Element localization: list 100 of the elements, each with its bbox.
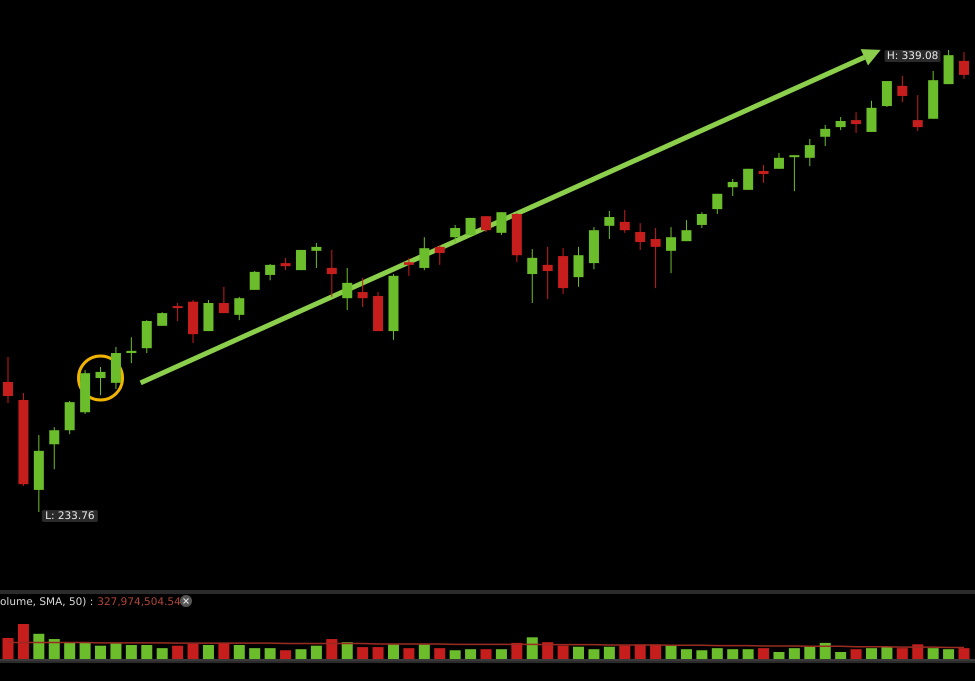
candlestick bbox=[450, 224, 460, 244]
bar bbox=[573, 646, 584, 659]
candlestick bbox=[897, 75, 908, 103]
bar bbox=[788, 648, 800, 659]
bar bbox=[773, 652, 784, 659]
bar bbox=[742, 649, 754, 659]
bar bbox=[249, 648, 260, 659]
candlestick bbox=[666, 226, 676, 274]
candlestick bbox=[234, 296, 244, 321]
candlestick bbox=[574, 246, 584, 288]
candlestick bbox=[466, 217, 476, 236]
bar bbox=[434, 648, 446, 659]
bar bbox=[465, 649, 476, 659]
candlestick bbox=[311, 242, 322, 268]
bar bbox=[234, 645, 245, 659]
bar bbox=[141, 645, 152, 659]
bar bbox=[2, 638, 14, 659]
candlestick bbox=[620, 210, 630, 234]
candlestick bbox=[527, 248, 538, 304]
bar bbox=[172, 646, 184, 659]
candlestick bbox=[728, 178, 738, 196]
candlestick bbox=[712, 193, 722, 214]
bar bbox=[943, 649, 954, 659]
bar bbox=[357, 647, 368, 659]
bar bbox=[80, 642, 91, 659]
bar bbox=[202, 645, 214, 659]
candlestick bbox=[851, 112, 862, 134]
bar bbox=[450, 650, 461, 659]
bar bbox=[650, 644, 662, 659]
bar bbox=[33, 634, 44, 659]
candlestick bbox=[342, 267, 352, 311]
bar bbox=[619, 646, 630, 659]
candlestick bbox=[604, 210, 614, 240]
bar bbox=[696, 650, 708, 659]
candlestick bbox=[49, 426, 60, 470]
bar bbox=[727, 649, 738, 659]
bar bbox=[310, 646, 322, 659]
candlestick bbox=[789, 154, 800, 192]
bar bbox=[526, 637, 538, 659]
bar bbox=[896, 648, 908, 659]
bar bbox=[680, 649, 692, 659]
text: olume, SMA, 50) : bbox=[0, 596, 94, 608]
bar bbox=[48, 639, 60, 659]
bar bbox=[958, 648, 970, 659]
bar bbox=[188, 644, 199, 659]
bar bbox=[480, 649, 492, 659]
bar bbox=[326, 639, 338, 659]
bar bbox=[64, 642, 76, 659]
candlestick bbox=[774, 152, 784, 170]
bar bbox=[588, 649, 600, 659]
candlestick bbox=[743, 168, 754, 190]
bar bbox=[835, 652, 846, 659]
candlestick bbox=[172, 302, 183, 322]
candlestick bbox=[358, 278, 368, 308]
candlestick bbox=[758, 164, 769, 184]
candlestick bbox=[681, 220, 692, 242]
bar bbox=[403, 648, 414, 659]
candlestick bbox=[250, 270, 260, 290]
bar bbox=[604, 646, 615, 659]
bar bbox=[372, 647, 384, 659]
bar bbox=[18, 624, 29, 659]
bar bbox=[804, 646, 816, 659]
candlestick bbox=[820, 124, 830, 146]
candlestick bbox=[419, 236, 430, 271]
candlestick bbox=[696, 212, 707, 229]
candlestick bbox=[635, 222, 646, 250]
bar bbox=[758, 648, 770, 659]
bar bbox=[95, 646, 106, 659]
bar bbox=[496, 649, 507, 659]
text: 327,974,504.54 bbox=[97, 596, 182, 608]
annotation: L: 233.76 bbox=[45, 510, 95, 522]
bar bbox=[558, 646, 569, 659]
candlestick bbox=[3, 356, 13, 404]
bar bbox=[418, 644, 430, 659]
bar bbox=[881, 646, 892, 659]
bar bbox=[110, 644, 122, 659]
candlestick bbox=[912, 94, 923, 132]
candlestick bbox=[959, 52, 969, 80]
candlestick bbox=[126, 336, 136, 364]
bar bbox=[850, 649, 862, 659]
candlestick bbox=[434, 244, 445, 266]
candlestick bbox=[326, 249, 337, 298]
candlestick bbox=[481, 216, 491, 232]
bar bbox=[712, 648, 723, 659]
bar bbox=[388, 644, 399, 659]
bar bbox=[295, 649, 306, 659]
annotation: H: 339.08 bbox=[886, 50, 938, 62]
bar bbox=[511, 642, 522, 659]
bar bbox=[634, 644, 646, 659]
candlestick bbox=[265, 263, 276, 281]
candlestick bbox=[96, 366, 106, 396]
candlestick bbox=[404, 257, 414, 276]
bar bbox=[342, 642, 353, 659]
bar bbox=[156, 648, 168, 659]
candlestick bbox=[804, 138, 815, 167]
bar bbox=[666, 645, 677, 659]
candlestick bbox=[218, 286, 229, 314]
bar bbox=[820, 642, 831, 659]
candlestick bbox=[157, 312, 168, 326]
candlestick bbox=[542, 246, 553, 300]
